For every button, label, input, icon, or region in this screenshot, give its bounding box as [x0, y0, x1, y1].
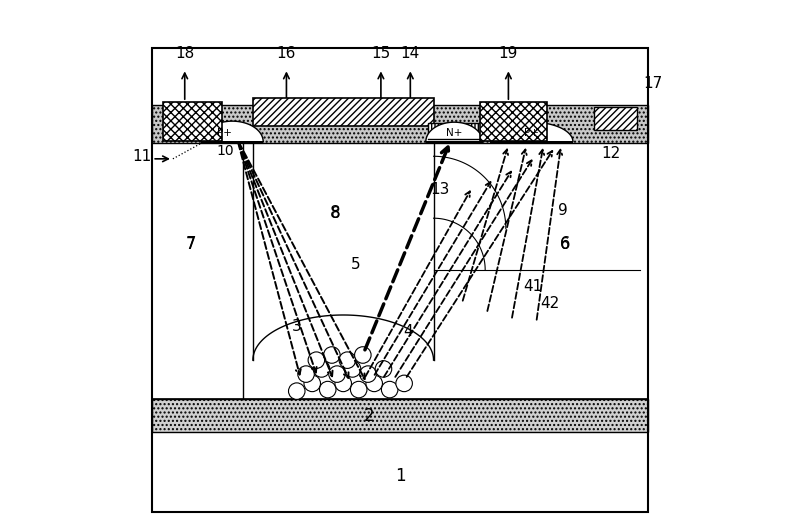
Bar [152, 399, 648, 432]
Text: 11: 11 [132, 149, 151, 164]
Bar [480, 102, 547, 141]
Polygon shape [490, 122, 573, 142]
Bar [594, 107, 638, 130]
Circle shape [314, 361, 330, 377]
Text: 7: 7 [186, 235, 196, 253]
Circle shape [335, 375, 351, 392]
Text: 19: 19 [498, 46, 518, 61]
Circle shape [339, 352, 356, 368]
Circle shape [396, 375, 412, 392]
Text: 14: 14 [401, 46, 420, 61]
Text: 9: 9 [558, 203, 567, 218]
Circle shape [308, 352, 325, 368]
Bar [152, 105, 648, 143]
Bar [428, 122, 485, 135]
Circle shape [354, 347, 371, 363]
Text: 10: 10 [217, 144, 234, 158]
Circle shape [329, 366, 346, 383]
Text: P+: P+ [217, 128, 232, 138]
Bar [162, 102, 222, 141]
Circle shape [366, 375, 382, 392]
Text: 2: 2 [364, 407, 374, 426]
Text: 41: 41 [523, 279, 543, 294]
Circle shape [350, 381, 367, 398]
Circle shape [375, 361, 392, 377]
Circle shape [298, 366, 314, 383]
Text: N+: N+ [446, 128, 462, 138]
Circle shape [289, 383, 305, 400]
Text: 8: 8 [330, 206, 340, 221]
Text: 8: 8 [330, 204, 341, 222]
Text: 15: 15 [371, 46, 390, 61]
Circle shape [323, 347, 340, 363]
Text: 3: 3 [292, 319, 302, 334]
Text: 42: 42 [540, 296, 559, 311]
Text: 13: 13 [430, 182, 450, 197]
Circle shape [344, 361, 361, 377]
Text: 4: 4 [403, 324, 413, 339]
Bar [253, 98, 434, 126]
Text: 1: 1 [394, 467, 406, 485]
Circle shape [319, 381, 336, 398]
Polygon shape [426, 122, 482, 142]
Circle shape [360, 366, 376, 383]
Polygon shape [202, 121, 263, 142]
Bar [152, 432, 648, 512]
Text: 7: 7 [186, 237, 196, 252]
Bar [152, 143, 648, 399]
Text: 12: 12 [602, 146, 621, 161]
Text: 17: 17 [644, 76, 663, 91]
Text: 18: 18 [175, 46, 194, 61]
Text: 6: 6 [560, 237, 570, 252]
Circle shape [382, 381, 398, 398]
Circle shape [304, 375, 321, 392]
Text: 16: 16 [277, 46, 296, 61]
Text: 5: 5 [351, 257, 361, 272]
Text: 6: 6 [560, 235, 570, 253]
Text: P+: P+ [524, 128, 539, 138]
